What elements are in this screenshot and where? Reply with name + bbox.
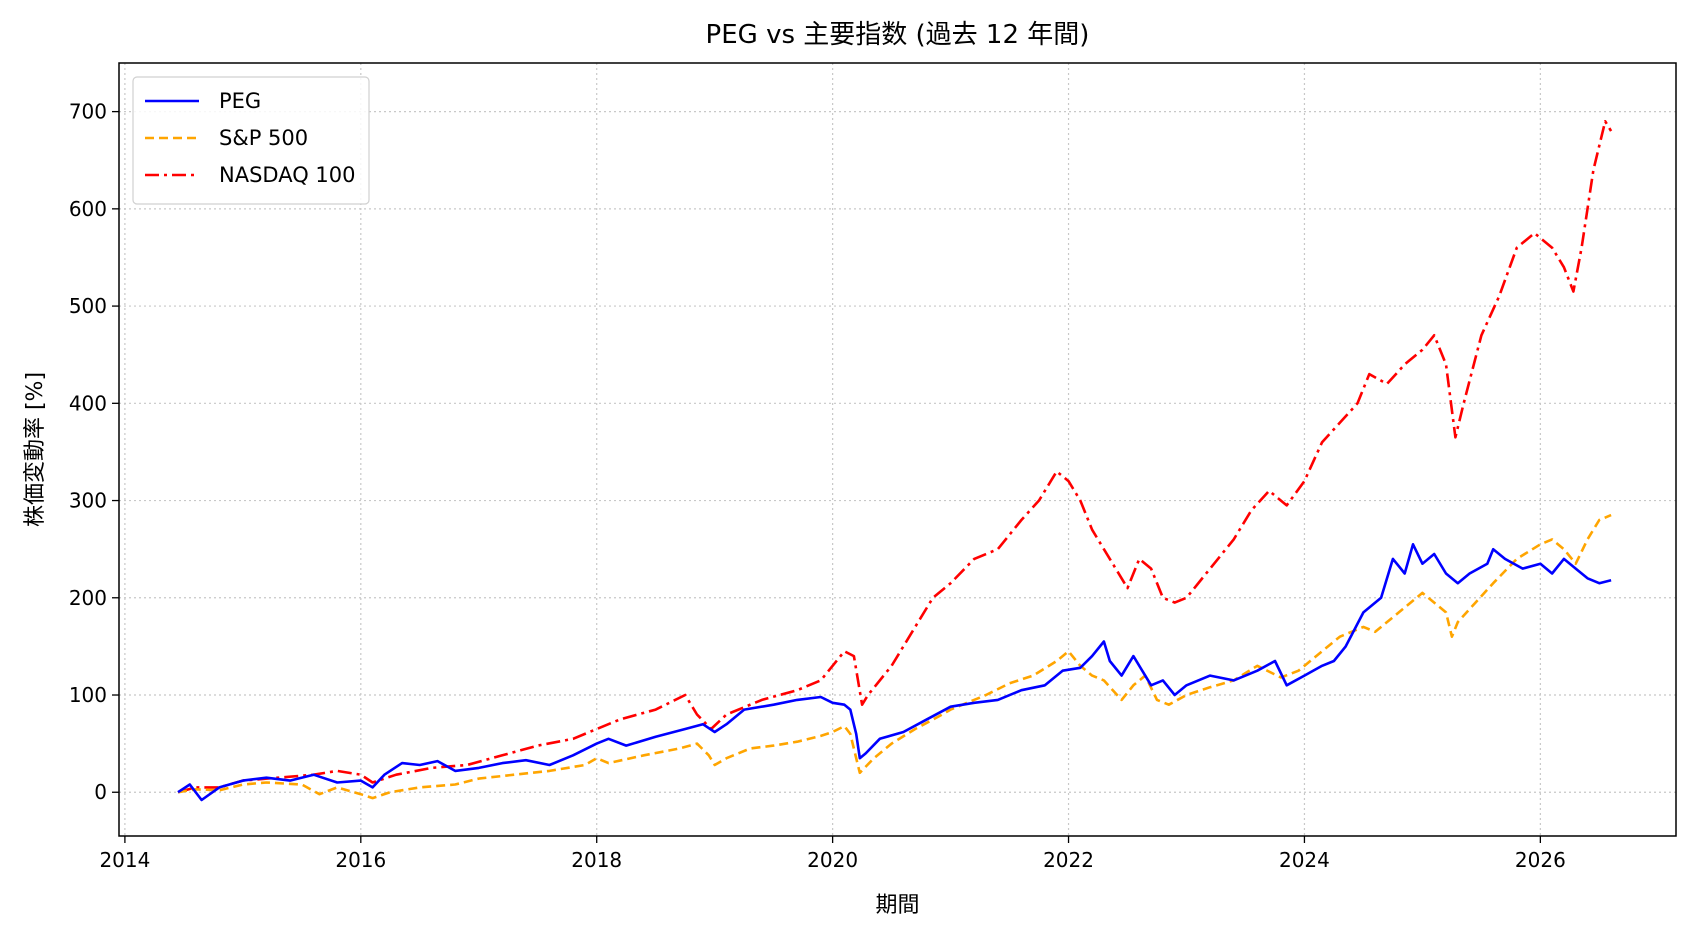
chart-title: PEG vs 主要指数 (過去 12 年間) [706,20,1090,50]
legend-label: NASDAQ 100 [219,163,356,187]
legend-label: S&P 500 [219,126,308,150]
x-tick-label: 2026 [1515,848,1566,872]
x-axis-ticks: 2014 2016 2018 2020 2022 2024 2026 [99,836,1566,872]
y-tick-label: 200 [69,586,107,610]
y-tick-label: 700 [69,100,107,124]
plot-area-frame [118,62,1677,837]
y-axis-title: 株価変動率 [%] [23,372,48,527]
y-tick-label: 0 [94,780,107,804]
y-tick-label: 300 [69,489,107,513]
y-axis-ticks: 0 100 200 300 400 500 600 700 [69,100,119,804]
x-tick-label: 2022 [1043,848,1094,872]
y-tick-label: 600 [69,197,107,221]
x-axis-title: 期間 [875,893,919,918]
series-line-peg [177,543,1612,802]
legend: PEG S&P 500 NASDAQ 100 [132,76,370,205]
y-tick-label: 100 [69,683,107,707]
y-tick-label: 400 [69,391,107,415]
x-tick-label: 2016 [335,848,386,872]
legend-box [132,76,370,205]
series-lines [177,120,1613,802]
y-tick-label: 500 [69,294,107,318]
x-tick-label: 2024 [1279,848,1330,872]
x-tick-label: 2020 [807,848,858,872]
series-line-nasdaq-100 [177,120,1613,794]
legend-label: PEG [219,89,261,113]
x-tick-label: 2014 [99,848,150,872]
x-tick-label: 2018 [571,848,622,872]
grid-lines [119,63,1676,836]
